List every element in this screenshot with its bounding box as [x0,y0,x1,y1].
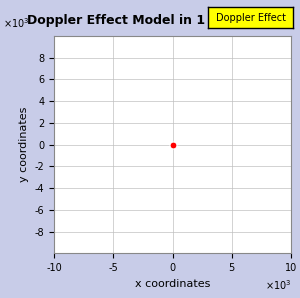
Y-axis label: y coordinates: y coordinates [19,107,29,182]
Text: $\times10^3$: $\times10^3$ [265,278,291,292]
X-axis label: x coordinates: x coordinates [135,279,210,288]
Text: Doppler Effect: Doppler Effect [215,13,286,23]
Text: $\times10^3$: $\times10^3$ [3,16,29,30]
Text: Doppler Effect Model in 1: Doppler Effect Model in 1 [27,14,205,27]
